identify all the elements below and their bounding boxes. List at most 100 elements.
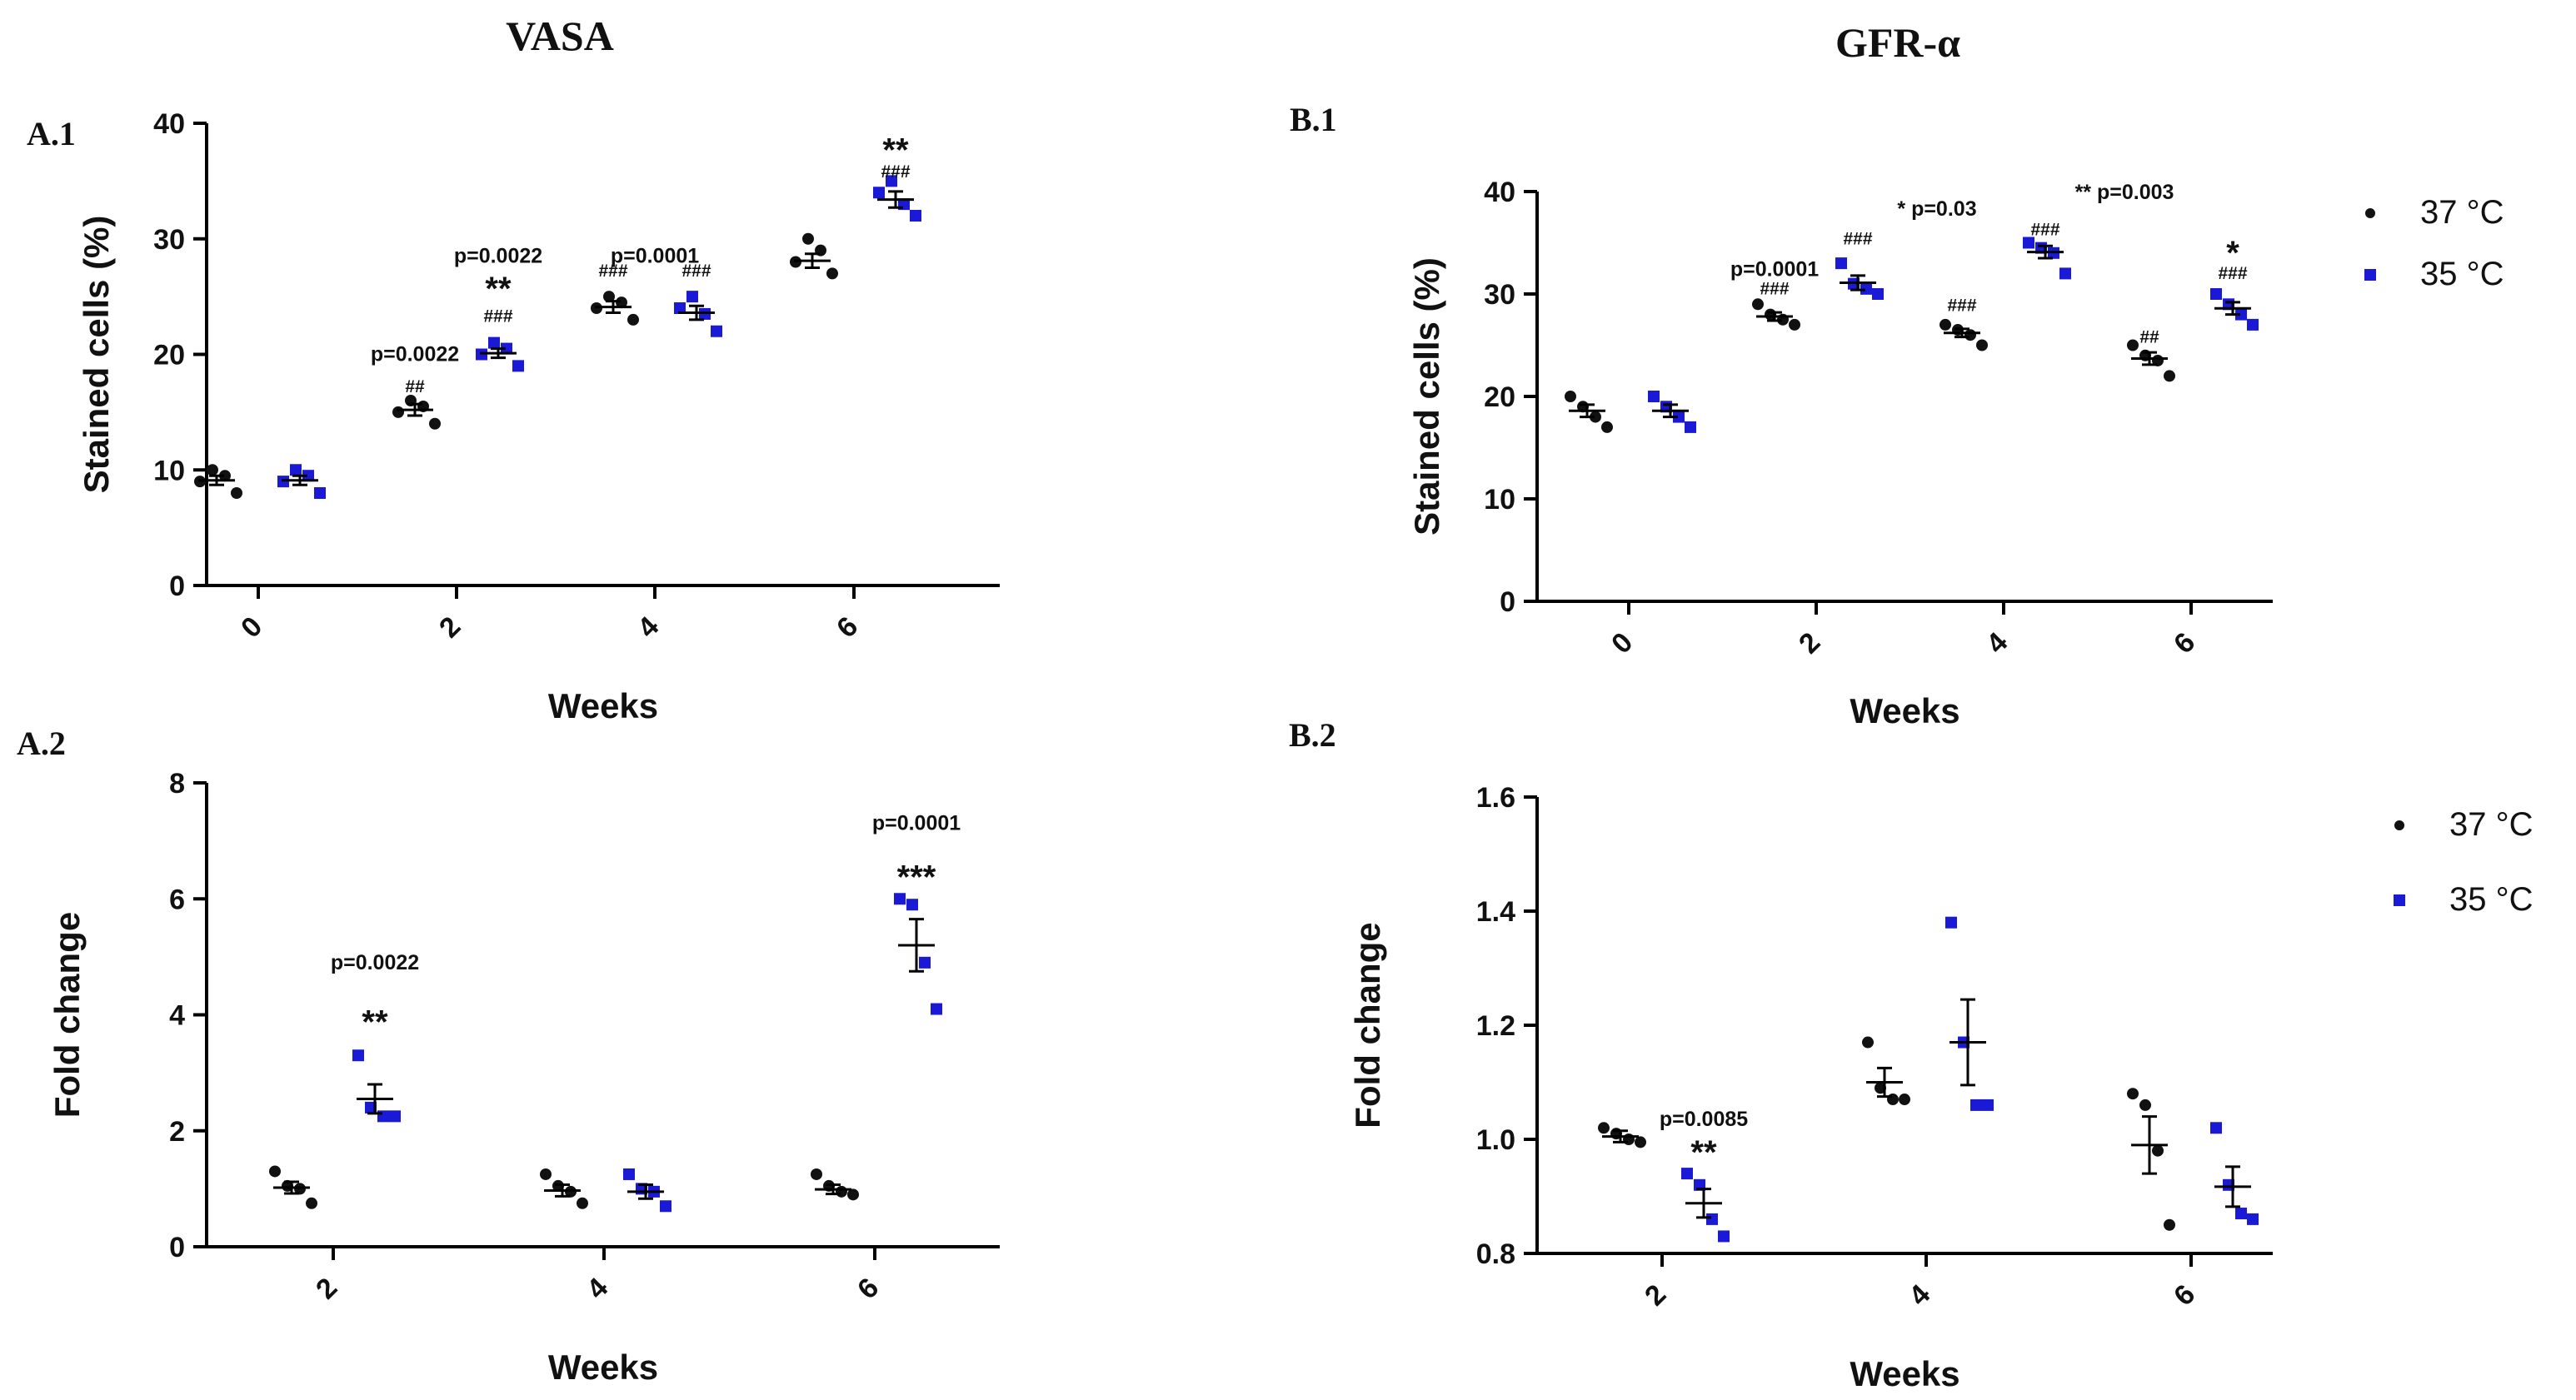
x-tick-label: 6: [2168, 626, 2201, 660]
point-37c: [2164, 1218, 2175, 1231]
significance-annotation: ###: [2218, 264, 2247, 283]
point-35c: [711, 325, 722, 337]
point-37c: [2152, 1144, 2164, 1157]
significance-annotation: ###: [483, 306, 512, 326]
point-35c: [886, 175, 897, 187]
x-axis-title: Weeks: [548, 686, 658, 725]
panel-a1-vasa-stained-cells: A.1 0 10 20 30 40 0 2 4 6 Weeks Stained cells (%) p=…: [27, 108, 1000, 725]
y-tick-label: 30: [1484, 279, 1515, 311]
significance-annotation: **: [362, 1004, 388, 1041]
point-37c: [1635, 1136, 1646, 1148]
point-37c: [616, 296, 627, 309]
point-35c: [674, 302, 686, 314]
point-37c: [540, 1168, 552, 1180]
significance-annotation: ###: [598, 262, 627, 281]
legend-label: 35 °C: [2449, 881, 2534, 918]
y-tick-label: 0: [1500, 586, 1515, 618]
y-tick-label: 4: [169, 1000, 185, 1032]
legend-marker-35c: [2364, 269, 2376, 281]
point-35c: [660, 1200, 671, 1213]
point-35c: [1648, 391, 1660, 402]
legend-marker-37c: [2394, 820, 2404, 830]
point-35c: [2235, 1208, 2247, 1220]
x-tick-label: 0: [1605, 626, 1639, 660]
legend-marker-37c: [2365, 208, 2375, 218]
point-37c: [811, 1168, 822, 1180]
point-37c: [1976, 339, 1988, 351]
legend-label: 37 °C: [2420, 194, 2504, 231]
significance-annotation: ###: [1760, 280, 1789, 299]
point-35c: [1673, 411, 1685, 423]
point-37c: [231, 487, 242, 499]
significance-annotation: ###: [1843, 229, 1872, 248]
x-tick-label: 2: [1793, 626, 1826, 660]
x-tick-label: 2: [1639, 1278, 1672, 1312]
point-35c: [1860, 282, 1872, 295]
y-tick-label: 1.6: [1476, 782, 1515, 814]
y-tick-label: 10: [153, 455, 185, 486]
significance-annotation: p=0.0022: [454, 245, 542, 268]
point-37c: [1862, 1036, 1874, 1049]
point-37c: [1899, 1094, 1910, 1106]
point-37c: [219, 470, 231, 482]
point-37c: [1590, 411, 1601, 423]
x-tick-label: 4: [1980, 626, 2014, 660]
significance-annotation: **: [485, 271, 512, 307]
panel-label: A.2: [17, 725, 66, 762]
point-37c: [269, 1165, 281, 1178]
panel-b2-gfr-fold-change: B.2 0.8 1.0 1.2 1.4 1.6 2 4 6 Weeks Fold change p=0…: [1289, 716, 2534, 1393]
y-tick-label: 40: [1484, 177, 1515, 208]
point-35c: [623, 1168, 635, 1180]
significance-annotation: ###: [2030, 220, 2059, 239]
point-35c: [906, 899, 918, 911]
x-tick-label: 2: [310, 1272, 343, 1305]
y-axis-title: Stained cells (%): [77, 216, 116, 494]
panel-label: B.1: [1290, 101, 1337, 138]
significance-annotation: *: [2226, 235, 2239, 272]
x-tick-label: 2: [433, 610, 467, 644]
x-tick-label: 6: [2168, 1278, 2201, 1312]
point-37c: [2139, 1099, 2151, 1111]
point-35c: [873, 187, 885, 199]
y-tick-label: 20: [1484, 381, 1515, 413]
point-35c: [910, 210, 921, 222]
significance-annotation: p=0.0001: [1730, 257, 1819, 281]
y-axis-title: Stained cells (%): [1407, 257, 1446, 536]
legend-label: 37 °C: [2449, 806, 2534, 843]
x-tick-label: 4: [632, 610, 665, 644]
significance-annotation: ***: [897, 859, 936, 895]
point-35c: [1718, 1230, 1730, 1243]
point-35c: [352, 1049, 364, 1062]
point-35c: [2210, 288, 2222, 300]
point-35c: [1982, 1099, 1994, 1111]
point-37c: [429, 417, 441, 430]
point-37c: [2127, 1088, 2139, 1100]
column-title-gfr-alpha: GFR-α: [1835, 19, 1960, 66]
point-35c: [2059, 267, 2071, 280]
y-tick-label: 1.0: [1476, 1124, 1515, 1156]
y-tick-label: 2: [169, 1116, 185, 1148]
point-35c: [1970, 1099, 1982, 1111]
x-tick-label: 6: [831, 610, 864, 644]
point-35c: [894, 893, 906, 905]
point-35c: [2023, 237, 2034, 249]
point-37c: [2127, 339, 2139, 351]
y-tick-label: 20: [153, 340, 185, 371]
significance-annotation: p=0.0085: [1660, 1108, 1748, 1131]
point-37c: [207, 464, 218, 476]
point-35c: [302, 470, 314, 482]
y-tick-label: 6: [169, 884, 185, 915]
significance-annotation: ###: [681, 262, 711, 281]
panel-b1-gfr-stained-cells: B.1 0 10 20 30 40 0 2 4 6 Weeks Stained cells (%) p=…: [1290, 101, 2504, 730]
significance-annotation: p=0.0001: [872, 812, 961, 835]
significance-annotation: ** p=0.003: [2075, 181, 2174, 204]
point-37c: [627, 313, 639, 326]
y-tick-label: 8: [169, 768, 185, 800]
point-37c: [603, 291, 615, 303]
point-37c: [802, 232, 814, 245]
point-35c: [1835, 257, 1847, 270]
point-37c: [1964, 329, 1976, 341]
point-37c: [2164, 370, 2175, 382]
y-tick-label: 30: [153, 224, 185, 256]
point-35c: [501, 342, 512, 355]
